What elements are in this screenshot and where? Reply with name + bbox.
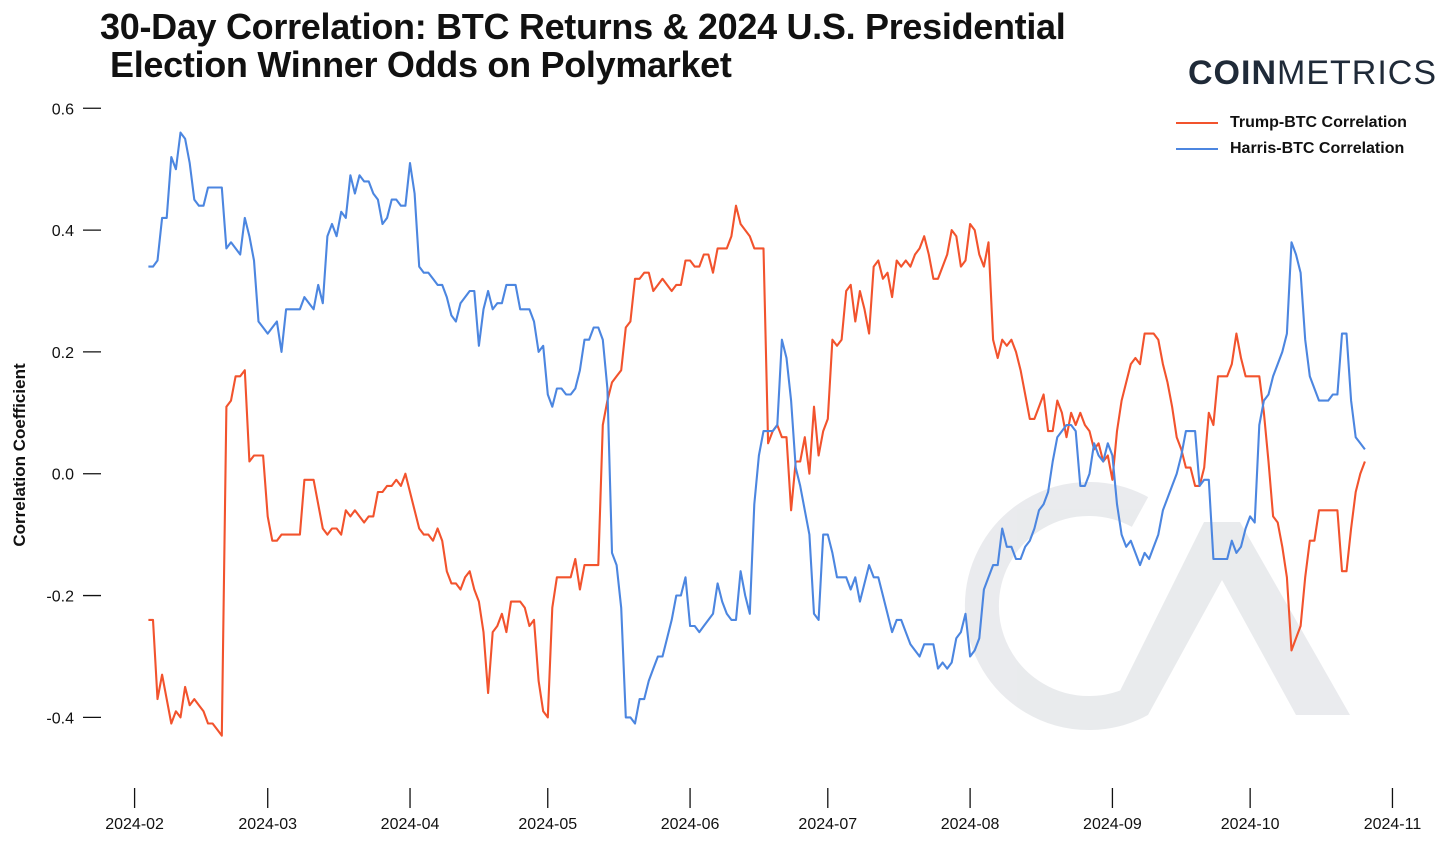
x-tick-label: 2024-09 (1083, 816, 1142, 833)
y-tick-label: 0.6 (52, 101, 74, 118)
x-tick-label: 2024-11 (1364, 816, 1422, 833)
legend-swatch-harris (1176, 148, 1218, 150)
x-tick-label: 2024-02 (105, 816, 164, 833)
y-tick-label: -0.2 (46, 589, 74, 606)
legend-item-harris: Harris-BTC Correlation (1176, 136, 1407, 162)
y-tick-label: 0.4 (52, 223, 74, 240)
logo-light-text: METRICS (1277, 54, 1437, 92)
chart-title-line-2: Election Winner Odds on Polymarket (110, 44, 732, 85)
x-tick-label: 2024-06 (661, 816, 720, 833)
y-axis: -0.4 -0.2 0.0 0.2 0.4 0.6 (46, 101, 101, 727)
coinmetrics-logo: COINMETRICS (1188, 54, 1437, 93)
x-tick-label: 2024-04 (381, 816, 440, 833)
y-axis-title: Correlation Coefficient (10, 363, 29, 547)
x-tick-label: 2024-03 (238, 816, 297, 833)
x-axis: 2024-02 2024-03 2024-04 2024-05 2024-06 2024-… (105, 788, 1421, 833)
legend-item-trump: Trump-BTC Correlation (1176, 110, 1407, 136)
legend-swatch-trump (1176, 122, 1218, 124)
x-tick-label: 2024-10 (1221, 816, 1280, 833)
legend-label-harris: Harris-BTC Correlation (1230, 140, 1405, 157)
chart-title: 30-Day Correlation: BTC Returns & 2024 U… (100, 8, 1200, 84)
y-tick-label: 0.0 (52, 467, 74, 484)
x-tick-label: 2024-08 (941, 816, 1000, 833)
cm-watermark (964, 482, 1350, 730)
x-tick-label: 2024-05 (518, 816, 577, 833)
chart-title-line-1: 30-Day Correlation: BTC Returns & 2024 U… (100, 6, 1066, 47)
series-line-trump (148, 204, 1366, 737)
series-layer (148, 131, 1366, 737)
y-tick-label: -0.4 (46, 710, 74, 727)
chart-legend: Trump-BTC Correlation Harris-BTC Correla… (1176, 110, 1407, 162)
watermark-m-shape (1108, 522, 1350, 715)
series-line-harris (148, 131, 1366, 725)
watermark-c-shape (964, 482, 1149, 730)
legend-label-trump: Trump-BTC Correlation (1230, 114, 1407, 131)
x-tick-label: 2024-07 (798, 816, 857, 833)
y-tick-label: 0.2 (52, 345, 74, 362)
logo-bold-text: COIN (1188, 54, 1277, 92)
